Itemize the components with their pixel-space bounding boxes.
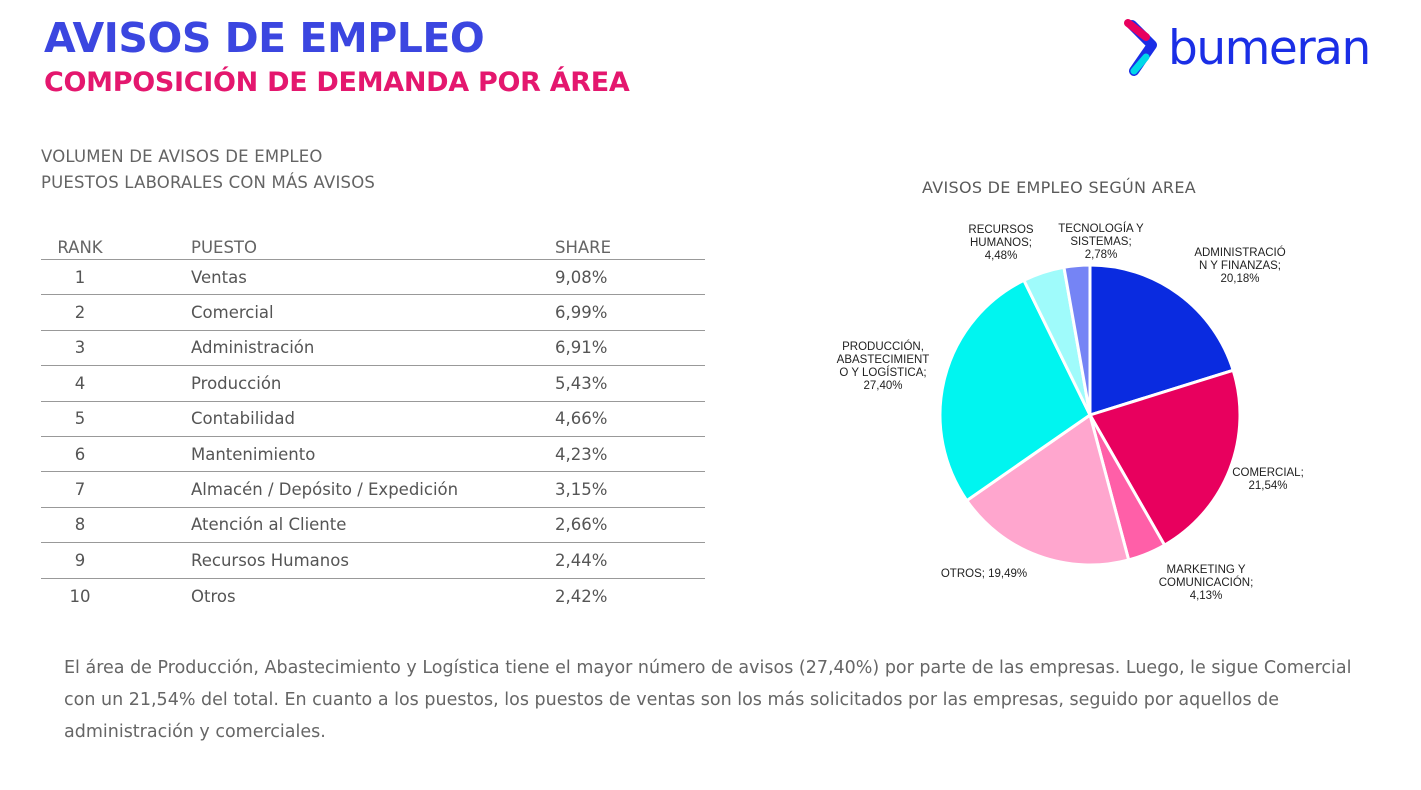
table-header: RANK PUESTO SHARE bbox=[41, 236, 705, 260]
row-rank: 8 bbox=[74, 515, 86, 535]
row-rank: 6 bbox=[74, 444, 86, 464]
row-rank: 4 bbox=[74, 373, 86, 393]
pie-label-4: PRODUCCIÓN, ABASTECIMIENT O Y LOGÍSTICA; 27… bbox=[837, 340, 930, 392]
row-job: Almacén / Depósito / Expedición bbox=[191, 480, 459, 500]
row-rank: 7 bbox=[74, 480, 86, 500]
table-section-title-1: VOLUMEN DE AVISOS DE EMPLEO bbox=[41, 147, 323, 166]
bumeran-logo-icon bbox=[1124, 19, 1157, 76]
table-row: 8 Atención al Cliente 2,66% bbox=[41, 508, 705, 544]
row-job: Atención al Cliente bbox=[191, 515, 347, 535]
row-rank: 9 bbox=[74, 550, 86, 570]
table-row: 1 Ventas 9,08% bbox=[41, 260, 705, 296]
row-share: 6,99% bbox=[555, 303, 608, 323]
row-rank: 10 bbox=[69, 586, 91, 606]
row-share: 4,66% bbox=[555, 409, 608, 429]
row-share: 2,42% bbox=[555, 586, 608, 606]
row-rank: 5 bbox=[74, 409, 86, 429]
header-rank: RANK bbox=[57, 238, 103, 257]
area-pie-chart: ADMINISTRACIÓ N Y FINANZAS; 20,18% COMERCIA… bbox=[837, 222, 1304, 602]
page-subtitle: COMPOSICIÓN DE DEMANDA POR ÁREA bbox=[44, 67, 630, 98]
table-section-title-2: PUESTOS LABORALES CON MÁS AVISOS bbox=[41, 173, 376, 192]
row-job: Producción bbox=[191, 373, 282, 393]
row-rank: 2 bbox=[74, 303, 86, 323]
pie-label-0: ADMINISTRACIÓ N Y FINANZAS; 20,18% bbox=[1194, 246, 1285, 285]
row-job: Administración bbox=[191, 338, 315, 358]
row-rank: 1 bbox=[74, 267, 86, 287]
row-share: 2,66% bbox=[555, 515, 608, 535]
table-row: 3 Administración 6,91% bbox=[41, 331, 705, 367]
table-row: 7 Almacén / Depósito / Expedición 3,15% bbox=[41, 472, 705, 508]
bumeran-logo: bumeran bbox=[1122, 16, 1371, 80]
row-share: 6,91% bbox=[555, 338, 608, 358]
pie-label-2: MARKETING Y COMUNICACIÓN; 4,13% bbox=[1159, 564, 1254, 602]
table-row: 4 Producción 5,43% bbox=[41, 366, 705, 402]
header-share: SHARE bbox=[555, 238, 612, 257]
pie-slice-1 bbox=[1087, 368, 1242, 548]
row-rank: 3 bbox=[74, 338, 86, 358]
row-job: Otros bbox=[191, 586, 236, 606]
pie-slice-3 bbox=[964, 412, 1131, 567]
pie-label-3: OTROS; 19,49% bbox=[941, 568, 1027, 580]
pie-label-6: TECNOLOGÍA Y SISTEMAS; 2,78% bbox=[1058, 222, 1144, 261]
pie-label-1: COMERCIAL; 21,54% bbox=[1232, 467, 1304, 492]
table-row: 5 Contabilidad 4,66% bbox=[41, 402, 705, 437]
page-title: AVISOS DE EMPLEO bbox=[44, 14, 485, 62]
row-share: 2,44% bbox=[555, 550, 608, 570]
row-share: 9,08% bbox=[555, 267, 608, 287]
row-share: 3,15% bbox=[555, 480, 608, 500]
jobs-ranking-table: RANK PUESTO SHARE 1 Ventas 9,08% 2 Comercia… bbox=[41, 236, 705, 614]
table-row: 10 Otros 2,42% bbox=[41, 579, 705, 614]
row-job: Mantenimiento bbox=[191, 444, 316, 464]
row-job: Ventas bbox=[191, 267, 247, 287]
table-row: 9 Recursos Humanos 2,44% bbox=[41, 543, 705, 579]
chart-title: AVISOS DE EMPLEO SEGÚN AREA bbox=[922, 178, 1197, 197]
row-job: Recursos Humanos bbox=[191, 550, 349, 570]
header-job: PUESTO bbox=[191, 238, 257, 257]
pie-slice-4 bbox=[938, 278, 1092, 503]
bumeran-logo-text: bumeran bbox=[1168, 20, 1371, 76]
pie-slice-0 bbox=[1088, 263, 1236, 418]
pie-slice-6 bbox=[1062, 263, 1092, 416]
row-job: Contabilidad bbox=[191, 409, 295, 429]
pie-label-5: RECURSOS HUMANOS; 4,48% bbox=[968, 224, 1034, 262]
row-share: 4,23% bbox=[555, 444, 608, 464]
summary-text: El área de Producción, Abastecimiento y … bbox=[64, 658, 1352, 742]
table-row: 2 Comercial 6,99% bbox=[41, 295, 705, 331]
row-job: Comercial bbox=[191, 303, 274, 323]
row-share: 5,43% bbox=[555, 373, 608, 393]
table-row: 6 Mantenimiento 4,23% bbox=[41, 437, 705, 473]
